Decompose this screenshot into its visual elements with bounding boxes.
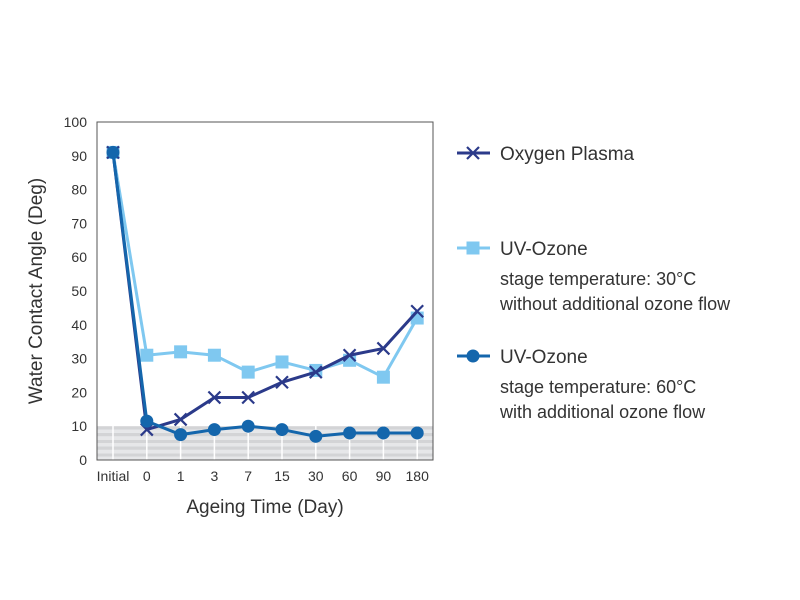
grid-band — [97, 453, 433, 457]
series-0 — [106, 145, 424, 437]
legend-note: stage temperature: 60°C — [500, 377, 696, 397]
legend-item: UV-Ozone stage temperature: 60°C with addi… — [457, 347, 706, 422]
y-tick-label: 100 — [64, 114, 88, 130]
series-line — [111, 152, 419, 380]
series-line — [111, 152, 419, 432]
legend-note: without additional ozone flow — [499, 294, 731, 314]
square-marker — [275, 355, 289, 369]
legend-item: UV-Ozone stage temperature: 30°C without a… — [457, 239, 731, 314]
x-tick-label: 180 — [406, 468, 430, 484]
x-tick-label: 7 — [244, 468, 252, 484]
square-marker — [174, 345, 188, 359]
y-tick-label: 10 — [71, 418, 87, 434]
x-tick-label: 3 — [211, 468, 219, 484]
x-tick-label: 15 — [274, 468, 290, 484]
x-marker — [410, 304, 424, 319]
legend-label: UV-Ozone — [500, 239, 588, 260]
x-marker — [173, 412, 188, 427]
x-marker — [309, 365, 323, 379]
circle-marker — [376, 426, 390, 440]
x-axis-label: Ageing Time (Day) — [186, 497, 343, 518]
x-marker — [207, 390, 222, 405]
circle-marker — [309, 429, 323, 443]
legend-note: with additional ozone flow — [499, 402, 706, 422]
grid-band — [97, 439, 433, 444]
y-tick-label: 70 — [71, 215, 87, 231]
circle-marker — [207, 423, 221, 437]
square-marker — [207, 348, 221, 362]
x-marker — [376, 341, 391, 356]
y-tick-label: 90 — [71, 148, 87, 164]
square-marker — [376, 370, 390, 384]
x-marker — [466, 146, 480, 160]
y-tick-label: 40 — [71, 317, 87, 333]
x-tick-label: 0 — [143, 468, 151, 484]
x-tick-label: 1 — [177, 468, 185, 484]
x-tick-label: 30 — [308, 468, 324, 484]
x-marker — [275, 375, 289, 390]
grid-band — [97, 432, 433, 437]
grid-band — [97, 436, 433, 440]
legend-label: Oxygen Plasma — [500, 144, 635, 165]
grid-band — [97, 449, 433, 454]
y-tick-label: 30 — [71, 351, 87, 367]
x-tick-label: Initial — [97, 468, 130, 484]
circle-marker — [466, 349, 480, 363]
y-tick-label: 80 — [71, 182, 87, 198]
series-1 — [106, 145, 424, 384]
y-tick-label: 0 — [79, 452, 87, 468]
series-2 — [106, 145, 424, 443]
circle-marker — [140, 414, 154, 428]
square-marker — [241, 365, 255, 379]
grid-band — [97, 443, 433, 447]
square-marker — [466, 241, 480, 255]
grid-band — [97, 446, 433, 450]
legend-item: Oxygen Plasma — [457, 144, 635, 165]
circle-marker — [241, 419, 255, 433]
y-tick-label: 50 — [71, 283, 87, 299]
circle-marker — [174, 428, 188, 442]
circle-marker — [106, 145, 120, 159]
grid-band — [97, 456, 433, 460]
legend-label: UV-Ozone — [500, 347, 588, 368]
x-marker — [342, 348, 357, 362]
square-marker — [140, 348, 154, 362]
circle-marker — [410, 426, 424, 440]
grid-band — [97, 429, 433, 433]
legend-note: stage temperature: 30°C — [500, 269, 696, 289]
y-tick-label: 20 — [71, 384, 87, 400]
x-tick-label: 60 — [342, 468, 358, 484]
series-line — [111, 152, 418, 438]
y-axis-label: Water Contact Angle (Deg) — [26, 178, 47, 404]
x-tick-label: 90 — [376, 468, 392, 484]
y-tick-label: 60 — [71, 249, 87, 265]
circle-marker — [275, 423, 289, 437]
plot-frame — [96, 121, 434, 461]
circle-marker — [343, 426, 357, 440]
x-marker — [241, 390, 255, 405]
